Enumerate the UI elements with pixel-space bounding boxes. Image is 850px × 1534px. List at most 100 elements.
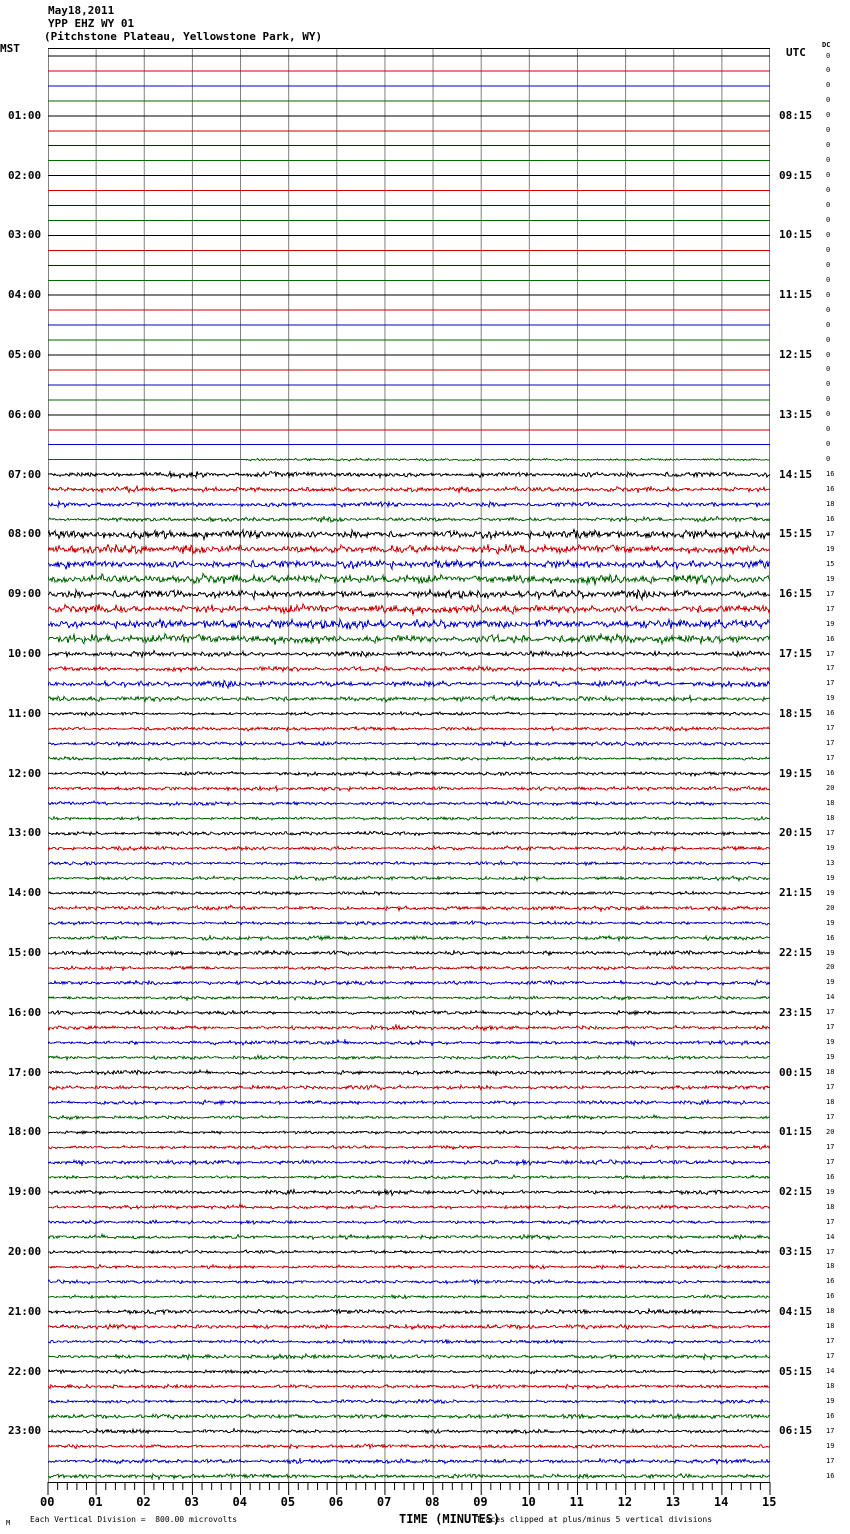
helicorder-plot [48, 48, 770, 1482]
seismic-trace [48, 1278, 770, 1286]
dc-value: 17 [826, 754, 835, 763]
seismic-trace [48, 1218, 770, 1226]
seismic-trace [48, 1129, 770, 1136]
dc-value: 0 [826, 260, 831, 269]
left-hour-label-1700: 17:00 [8, 1065, 42, 1079]
seismic-trace [48, 889, 770, 897]
dc-value: 17 [826, 1337, 835, 1346]
left-hour-label-1800: 18:00 [8, 1125, 42, 1139]
seismic-trace [48, 1338, 770, 1345]
seismic-trace [48, 904, 770, 913]
dc-value: 16 [826, 1471, 835, 1480]
x-axis-ticks [47, 1482, 771, 1495]
seismic-trace [48, 1083, 770, 1092]
right-hour-label-1215: 12:15 [779, 348, 813, 361]
x-tick-03: 03 [184, 1495, 199, 1509]
seismic-trace [48, 875, 770, 883]
dc-value: 17 [826, 1426, 835, 1435]
dc-value: 18 [826, 500, 835, 508]
clip-note: Traces clipped at plus/minus 5 vertical … [476, 1515, 713, 1524]
left-hour-label-2200: 22:00 [8, 1364, 42, 1378]
left-hour-label-0200: 02:00 [8, 168, 42, 182]
left-hour-label-0600: 06:00 [8, 407, 42, 421]
seismic-trace [48, 1098, 770, 1107]
dc-value: 19 [826, 873, 835, 882]
seismic-trace [48, 678, 770, 690]
right-hour-label-1615: 16:15 [779, 587, 813, 601]
right-hour-label-0315: 03:15 [779, 1245, 813, 1258]
seismic-trace [48, 499, 770, 509]
dc-value: 17 [826, 604, 835, 613]
dc-value: 17 [826, 529, 835, 538]
left-hour-label-1300: 13:00 [8, 826, 42, 840]
dc-value: 0 [826, 395, 831, 404]
seismic-trace [48, 1008, 770, 1017]
seismic-trace [48, 1427, 770, 1435]
seismic-trace [48, 1472, 770, 1481]
dc-value: 0 [826, 320, 831, 329]
right-hour-label-0915: 09:15 [779, 168, 813, 182]
dc-value: 18 [826, 799, 835, 807]
left-hour-label-1200: 12:00 [8, 766, 42, 780]
scale-note: Each Vertical Division = 800.00 microvol… [30, 1515, 238, 1524]
left-hour-label-1100: 11:00 [8, 706, 42, 720]
dc-value: 17 [826, 1112, 835, 1121]
seismic-trace [48, 919, 770, 926]
x-tick-06: 06 [328, 1495, 344, 1509]
x-tick-05: 05 [280, 1495, 296, 1509]
seismic-trace [48, 543, 770, 556]
dc-value: 0 [826, 201, 831, 209]
seismic-trace [48, 964, 770, 972]
dc-value: 0 [826, 66, 831, 75]
right-hour-label-0615: 06:15 [779, 1424, 813, 1438]
seismic-trace [48, 1023, 770, 1032]
dc-value: 17 [826, 1157, 835, 1166]
dc-value: 0 [826, 455, 831, 464]
microvolt-symbol: M [6, 1519, 11, 1527]
right-hour-label-1415: 14:15 [779, 467, 813, 481]
dc-value: 19 [826, 1397, 835, 1405]
seismic-trace [48, 558, 770, 571]
dc-value: 16 [826, 1292, 835, 1301]
seismic-trace [48, 1232, 770, 1241]
dc-value: 17 [826, 1217, 835, 1226]
dc-value: 14 [826, 993, 835, 1002]
right-hour-label-2315: 23:15 [779, 1005, 813, 1019]
dc-value: 0 [826, 305, 831, 314]
left-hour-label-0100: 01:00 [8, 108, 42, 122]
dc-value: 17 [826, 649, 835, 658]
right-hour-label-0515: 05:15 [779, 1364, 813, 1378]
dc-value: 16 [826, 1277, 835, 1286]
seismic-trace [48, 664, 770, 674]
dc-value: 19 [826, 888, 835, 897]
seismic-trace [48, 457, 770, 462]
seismic-trace [48, 830, 770, 837]
left-hour-label-1400: 14:00 [8, 886, 42, 900]
dc-value: 19 [826, 948, 835, 957]
dc-value: 0 [826, 410, 831, 419]
dc-value: 16 [826, 933, 835, 942]
seismic-trace [48, 1248, 770, 1255]
dc-value: 20 [826, 963, 835, 972]
left-hour-label-1500: 15:00 [8, 946, 42, 959]
left-hour-label-0500: 05:00 [8, 348, 42, 361]
dc-value: 17 [826, 1083, 835, 1092]
right-hour-label-1015: 10:15 [779, 228, 813, 242]
dc-value: 19 [826, 694, 835, 703]
seismic-trace [48, 978, 770, 987]
seismic-trace [48, 470, 770, 480]
dc-value: 0 [826, 365, 831, 374]
dc-value: 0 [826, 245, 831, 254]
seismic-trace [48, 572, 770, 586]
dc-value: 0 [826, 290, 831, 299]
seismic-trace [48, 632, 770, 646]
dc-value: 17 [826, 1456, 835, 1465]
seismic-trace [48, 1412, 770, 1421]
seismic-trace [48, 527, 770, 542]
dc-value: 19 [826, 1441, 835, 1450]
x-tick-01: 01 [88, 1495, 103, 1509]
seismic-traces [48, 55, 770, 1481]
x-tick-12: 12 [617, 1495, 633, 1509]
dc-value: 19 [826, 978, 835, 987]
seismic-trace [48, 602, 770, 616]
